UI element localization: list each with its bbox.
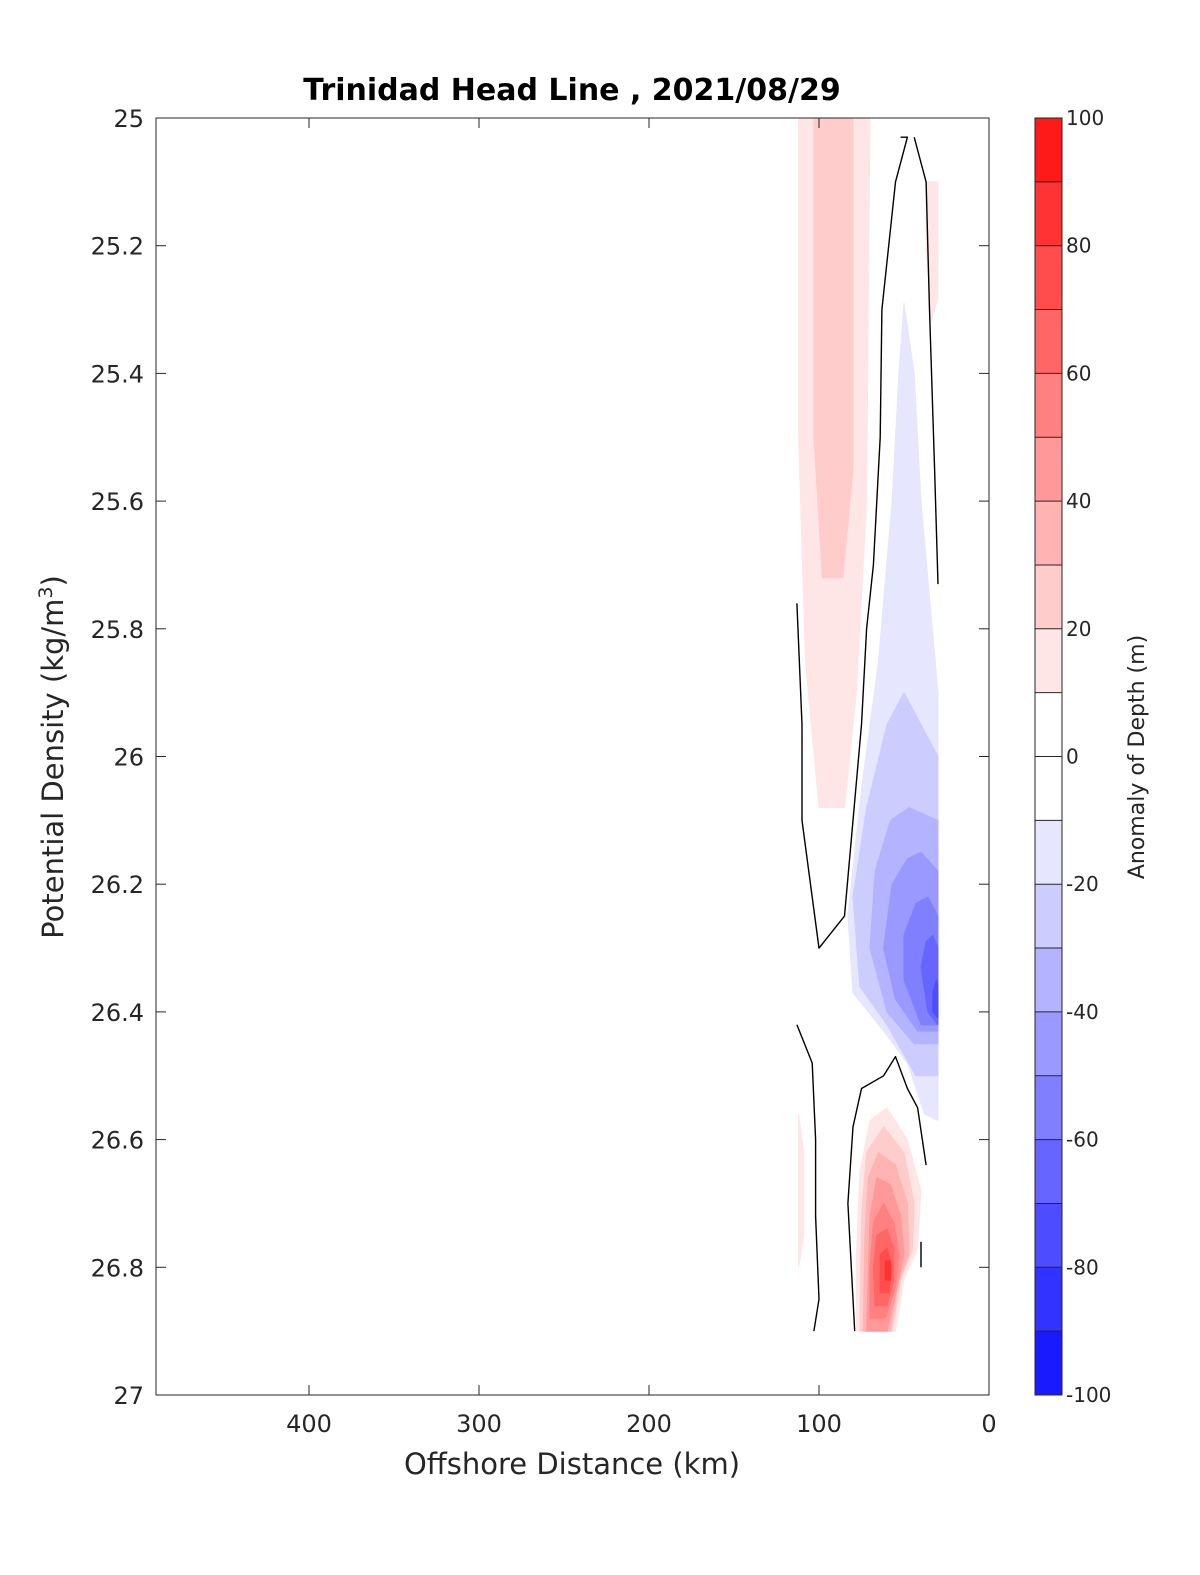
colorbar-band bbox=[1035, 692, 1062, 757]
colorbar-band bbox=[1035, 245, 1062, 310]
y-tick-label: 26 bbox=[113, 744, 144, 772]
contour-region-positive-anomaly-offshore-sliver bbox=[798, 1113, 805, 1268]
y-tick-label: 25.2 bbox=[91, 233, 144, 261]
x-tick-label: 300 bbox=[456, 1410, 502, 1438]
colorbar: 100 80 60 40 20 0 -20 -40 -60 -80 -100 Anomaly of … bbox=[1034, 106, 1150, 1407]
zero-contour-line-1 bbox=[913, 137, 939, 585]
colorbar-tick-label: 40 bbox=[1066, 489, 1091, 513]
x-tick-label: 200 bbox=[626, 1410, 672, 1438]
colorbar-tick-label: 80 bbox=[1066, 234, 1091, 258]
plot-area: 400 300 200 100 0 25 25.2 25.4 25.6 25.8 26 26.2 26… bbox=[91, 105, 997, 1438]
zero-contour-layer bbox=[796, 136, 939, 1332]
colorbar-band bbox=[1035, 1203, 1062, 1268]
contour-region-positive-anomaly-upper-core bbox=[813, 117, 854, 579]
colorbar-band bbox=[1035, 1075, 1062, 1140]
y-tick-label: 25 bbox=[113, 105, 144, 133]
colorbar-band bbox=[1035, 1331, 1062, 1395]
y-axis-title: Potential Density (kg/m3) bbox=[35, 575, 70, 939]
contour-fill-layer bbox=[798, 117, 939, 1332]
y-tick-label: 26.2 bbox=[91, 871, 144, 899]
x-axis-title: Offshore Distance (km) bbox=[404, 1447, 740, 1481]
y-axis-title-close: ) bbox=[36, 575, 70, 586]
y-tick-label: 25.4 bbox=[91, 360, 144, 388]
colorbar-band bbox=[1035, 1139, 1062, 1204]
y-axis-title-superscript: 3 bbox=[35, 586, 57, 598]
colorbar-band bbox=[1035, 1011, 1062, 1076]
zero-contour-line-3 bbox=[796, 1024, 820, 1332]
colorbar-tick-label: 60 bbox=[1066, 361, 1091, 385]
colorbar-tick-label: -80 bbox=[1066, 1255, 1099, 1279]
x-tick-label: 400 bbox=[286, 1410, 332, 1438]
colorbar-band bbox=[1035, 309, 1062, 374]
y-tick-label: 26.6 bbox=[91, 1127, 144, 1155]
colorbar-tick-label: 100 bbox=[1066, 106, 1104, 130]
colorbar-band bbox=[1035, 884, 1062, 949]
y-tick-label: 25.6 bbox=[91, 488, 144, 516]
colorbar-band bbox=[1035, 181, 1062, 246]
y-axis-ticks: 25 25.2 25.4 25.6 25.8 26 26.2 26.4 26.6 26.8 27 bbox=[91, 105, 989, 1410]
colorbar-tick-label: 20 bbox=[1066, 617, 1091, 641]
colorbar-band bbox=[1035, 820, 1062, 885]
colorbar-band bbox=[1035, 628, 1062, 693]
colorbar-band bbox=[1035, 118, 1062, 182]
colorbar-tick-label: -40 bbox=[1066, 1000, 1099, 1024]
colorbar-title: Anomaly of Depth (m) bbox=[1125, 635, 1150, 879]
x-tick-label: 0 bbox=[981, 1410, 996, 1438]
colorbar-band bbox=[1035, 948, 1062, 1012]
colorbar-band bbox=[1035, 1267, 1062, 1332]
colorbar-tick-label: -20 bbox=[1066, 872, 1099, 896]
colorbar-band bbox=[1035, 437, 1062, 502]
colorbar-bands bbox=[1035, 118, 1062, 1395]
y-tick-label: 25.8 bbox=[91, 616, 144, 644]
zero-contour-line-2 bbox=[796, 136, 909, 949]
colorbar-tick-label: 0 bbox=[1066, 745, 1079, 769]
contour-region-positive-anomaly-lower-80 bbox=[884, 1260, 891, 1281]
y-tick-label: 26.8 bbox=[91, 1254, 144, 1282]
colorbar-band bbox=[1035, 373, 1062, 438]
x-tick-label: 100 bbox=[796, 1410, 842, 1438]
colorbar-ticks: 100 80 60 40 20 0 -20 -40 -60 -80 -100 bbox=[1035, 106, 1111, 1407]
colorbar-tick-label: -60 bbox=[1066, 1128, 1099, 1152]
colorbar-band bbox=[1035, 564, 1062, 629]
contour-region-negative-anomaly-level-70 bbox=[932, 979, 939, 1019]
y-tick-label: 26.4 bbox=[91, 999, 144, 1027]
y-tick-label: 27 bbox=[113, 1382, 144, 1410]
chart-title: Trinidad Head Line , 2021/08/29 bbox=[303, 73, 840, 108]
colorbar-band bbox=[1035, 501, 1062, 565]
colorbar-band bbox=[1035, 756, 1062, 821]
y-axis-title-main: Potential Density (kg/m bbox=[36, 599, 70, 939]
zero-contour-line-4 bbox=[847, 1055, 927, 1332]
x-axis-ticks: 400 300 200 100 0 bbox=[286, 118, 997, 1438]
colorbar-tick-label: -100 bbox=[1066, 1383, 1111, 1407]
